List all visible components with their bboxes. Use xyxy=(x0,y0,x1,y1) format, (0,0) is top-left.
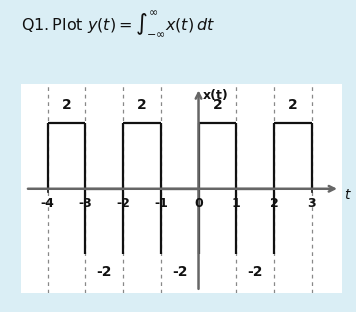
Text: 2: 2 xyxy=(62,99,72,112)
Text: 0: 0 xyxy=(194,197,203,210)
Text: 2: 2 xyxy=(288,99,298,112)
Text: 3: 3 xyxy=(307,197,316,210)
Text: -2: -2 xyxy=(247,265,263,279)
Text: 2: 2 xyxy=(137,99,147,112)
Text: $\mathrm{Q1.Plot}$ $y(t) = \int_{-\infty}^{\infty} x(t)\, dt$: $\mathrm{Q1.Plot}$ $y(t) = \int_{-\infty… xyxy=(21,9,215,39)
Text: 2: 2 xyxy=(213,99,222,112)
Text: -2: -2 xyxy=(116,197,130,210)
Text: t: t xyxy=(344,188,349,202)
Text: x(t): x(t) xyxy=(203,89,229,102)
Text: -2: -2 xyxy=(96,265,112,279)
Text: -2: -2 xyxy=(172,265,187,279)
Text: -3: -3 xyxy=(79,197,92,210)
Text: 1: 1 xyxy=(232,197,241,210)
Text: -1: -1 xyxy=(154,197,168,210)
Text: -4: -4 xyxy=(41,197,55,210)
Text: 2: 2 xyxy=(269,197,278,210)
